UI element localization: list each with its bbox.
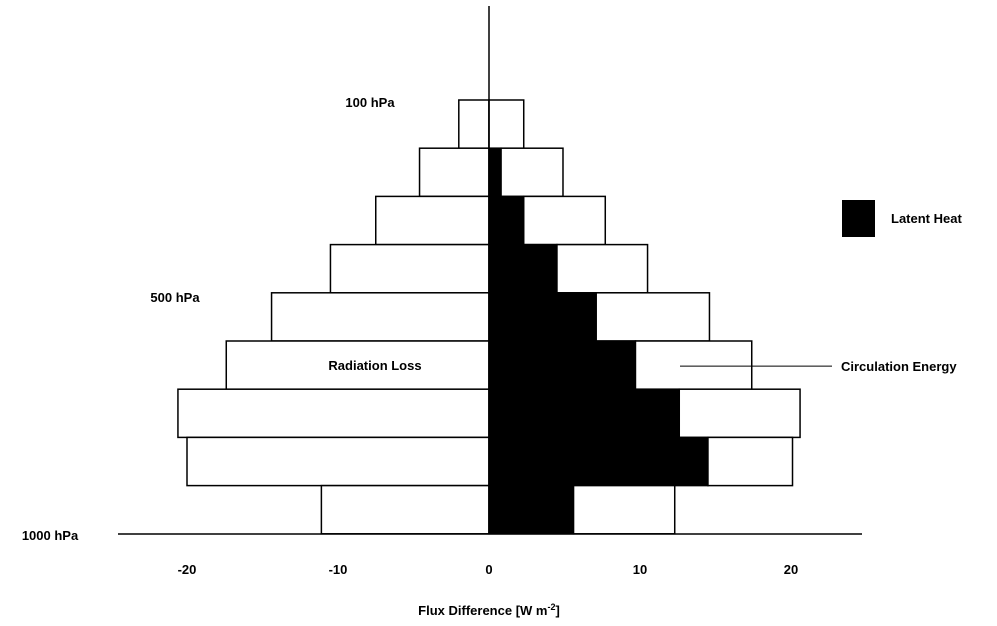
x-axis-title-suffix: ] (555, 603, 559, 618)
radiation-loss-label: Radiation Loss (328, 358, 421, 373)
radiation-loss-bar (186, 436, 490, 487)
legend-label-latent-heat: Latent Heat (891, 211, 962, 226)
latent-heat-bar (488, 195, 525, 246)
radiation-loss-bar (270, 292, 490, 342)
radiation-loss-bar (458, 99, 490, 149)
circulation-energy-bar (595, 292, 711, 342)
pressure-level-label: 1000 hPa (22, 528, 79, 543)
latent-heat-bar (488, 388, 681, 439)
circulation-energy-bar (522, 195, 607, 246)
pressure-level-label: 100 hPa (345, 95, 395, 110)
x-tick-label: -20 (178, 562, 197, 577)
legend: Latent Heat (842, 200, 962, 237)
x-axis-title: Flux Difference [W m-2] (418, 602, 560, 618)
circulation-energy-bar (488, 99, 525, 149)
radiation-loss-bar (329, 243, 490, 294)
x-tick-label: -10 (329, 562, 348, 577)
latent-heat-bar (488, 243, 558, 294)
radiation-loss-bar (177, 388, 490, 439)
x-tick-label: 20 (784, 562, 798, 577)
latent-heat-bar (488, 292, 597, 342)
pressure-level-labels: 100 hPa 500 hPa 1000 hPa (22, 95, 396, 543)
circulation-energy-bar (707, 436, 794, 487)
circulation-energy-bar (500, 147, 564, 198)
circulation-energy-bar (678, 388, 801, 439)
x-tick-label: 0 (485, 562, 492, 577)
latent-heat-bar (488, 436, 709, 487)
radiation-loss-bar (375, 195, 490, 246)
circulation-energy-label: Circulation Energy (841, 359, 957, 374)
x-axis-title-main: Flux Difference [W m (418, 603, 547, 618)
radiation-loss-bar (418, 147, 490, 198)
radiation-loss-bar (320, 484, 490, 535)
circulation-energy-bar (556, 243, 649, 294)
latent-heat-bar (488, 340, 637, 390)
circulation-energy-bar (634, 340, 753, 390)
x-tick-label: 10 (633, 562, 647, 577)
x-tick-labels: -20 -10 0 10 20 (178, 562, 799, 577)
legend-swatch-latent-heat (842, 200, 875, 237)
circulation-energy-bar (572, 484, 676, 535)
axes-group (118, 6, 862, 535)
latent-heat-bar (488, 484, 575, 535)
x-axis-title-superscript: -2 (547, 602, 555, 612)
bars-group (177, 99, 801, 535)
pressure-level-label: 500 hPa (150, 290, 200, 305)
latent-heat-bar (488, 147, 502, 198)
radiation-loss-bar (225, 340, 490, 390)
